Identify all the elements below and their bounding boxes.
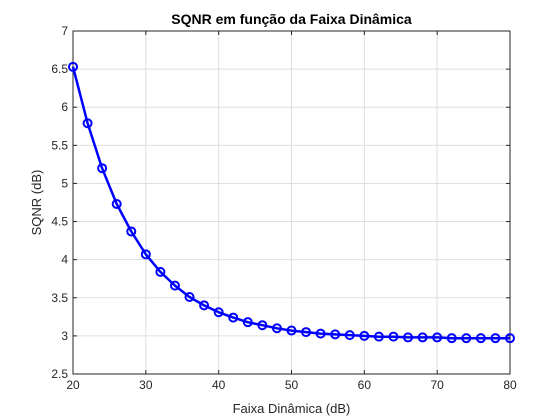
y-tick-label: 4 [61,253,68,267]
data-point [257,320,268,331]
x-tick-label: 30 [139,378,153,392]
x-axis-label: Faixa Dinâmica (dB) [233,401,351,416]
data-point [359,330,370,341]
data-point [432,332,443,343]
data-point [461,333,472,344]
y-tick-label: 4.5 [51,215,68,229]
y-tick-label: 6 [61,100,68,114]
data-point [199,300,210,311]
data-point [82,118,93,129]
data-point [344,330,355,341]
series-layer [68,61,515,344]
chart-title: SQNR em função da Faixa Dinâmica [171,11,412,27]
y-tick-label: 7 [61,24,68,38]
y-tick-label: 2.5 [51,367,68,381]
data-point [271,323,282,334]
x-tick-label: 80 [503,378,517,392]
data-point [373,331,384,342]
data-point [286,325,297,336]
data-point [155,266,166,277]
data-point [68,61,78,72]
y-tick-label: 3 [61,329,68,343]
data-point [446,333,457,344]
data-point [228,312,239,323]
data-point [301,327,312,338]
y-tick-label: 5 [61,176,68,190]
y-tick-label: 3.5 [51,291,68,305]
y-tick-label: 5.5 [51,138,68,152]
x-tick-label: 20 [66,378,80,392]
data-point [403,332,414,343]
data-point [315,328,326,339]
data-point [111,199,122,210]
x-tick-label: 60 [358,378,372,392]
data-point [213,307,224,318]
y-axis-label: SQNR (dB) [29,170,44,236]
x-tick-label: 40 [212,378,226,392]
axis-ticks: 20 30 40 50 60 70 80 2.5 3 3.5 4 4.5 5 5.5 6 6.5 7 [51,24,517,392]
data-point [490,333,501,344]
data-point [169,280,180,291]
data-point [184,292,195,303]
data-point [97,163,108,174]
data-point [126,226,137,237]
data-point [417,332,428,343]
x-tick-label: 70 [430,378,444,392]
data-point [330,329,341,340]
data-point [242,317,253,328]
data-point [140,249,151,260]
data-point [388,331,399,342]
data-point [475,333,486,344]
series-line [71,66,510,340]
data-point [505,333,515,344]
x-tick-label: 50 [285,378,299,392]
y-tick-label: 6.5 [51,62,68,76]
